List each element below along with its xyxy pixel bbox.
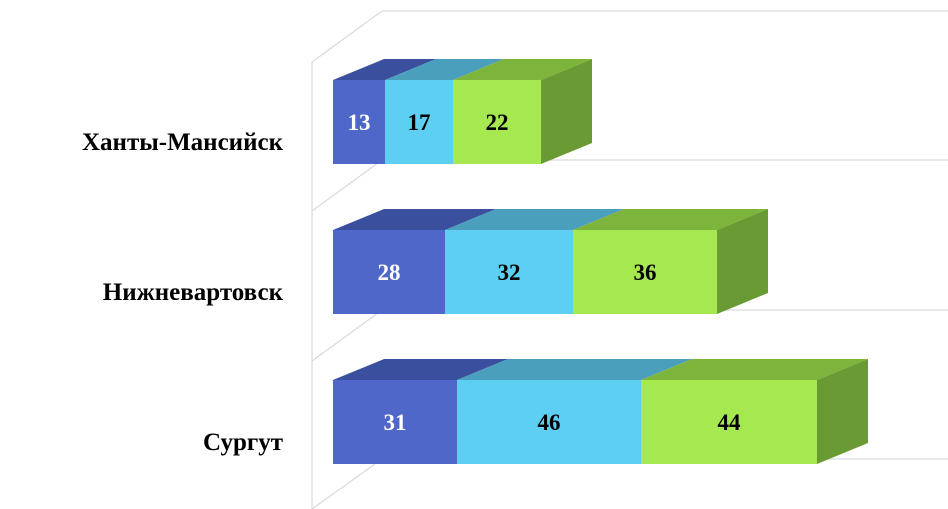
data-label: 36 — [634, 260, 657, 285]
bar-top-face — [333, 359, 508, 380]
bars: 13 17 22 28 32 36 31 46 44 — [333, 59, 868, 464]
bar-segment — [641, 380, 817, 464]
bar-top-face — [445, 209, 624, 230]
gridline-diagonal — [311, 10, 383, 63]
bar-segment — [385, 80, 453, 164]
bar-segment — [333, 380, 457, 464]
category-label: Ханты-Мансийск — [82, 129, 284, 156]
bar-segment — [453, 80, 541, 164]
bar-top-face — [333, 209, 496, 230]
category-label: Сургут — [203, 429, 283, 456]
bar-side-face — [541, 59, 592, 164]
bar-segment — [445, 230, 573, 314]
bar-top-face — [453, 59, 592, 80]
bar-top-face — [573, 209, 768, 230]
gridline-diagonal — [311, 309, 383, 362]
data-label: 28 — [378, 260, 401, 285]
data-label: 22 — [486, 110, 509, 135]
gridline-diagonal — [311, 159, 383, 212]
data-label: 17 — [408, 110, 431, 135]
bar-top-face — [333, 59, 436, 80]
data-label: 46 — [538, 410, 561, 435]
bar-segment — [573, 230, 717, 314]
data-label: 13 — [348, 110, 371, 135]
bar-top-face — [385, 59, 504, 80]
bar-segment — [333, 230, 445, 314]
data-label: 44 — [718, 410, 742, 435]
bar-segment — [457, 380, 641, 464]
gridline-diagonal — [311, 458, 383, 509]
bar-top-face — [457, 359, 692, 380]
bar-top-face — [641, 359, 868, 380]
data-label: 31 — [384, 410, 407, 435]
bar-side-face — [817, 359, 868, 464]
category-labels: Ханты-Мансийск Нижневартовск Сургут — [82, 129, 284, 456]
data-label: 32 — [498, 260, 521, 285]
category-label: Нижневартовск — [103, 279, 284, 306]
bar-segment — [333, 80, 385, 164]
bar-side-face — [717, 209, 768, 314]
